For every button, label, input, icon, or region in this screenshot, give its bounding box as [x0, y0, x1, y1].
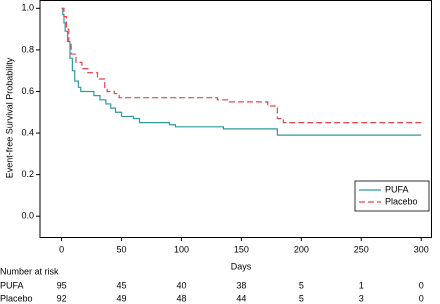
legend-label: PUFA: [385, 184, 409, 194]
x-tick-label: 50: [117, 244, 127, 254]
plot-frame: [39, 0, 432, 238]
survival-curve: [61, 7, 422, 124]
legend-label: Placebo: [385, 196, 418, 206]
y-axis-label: Event-free Survival Probability: [4, 57, 14, 178]
x-tick-label: 0: [59, 244, 64, 254]
risk-value: 48: [176, 293, 186, 303]
risk-value: 3: [359, 293, 364, 303]
x-tick-label: 150: [234, 244, 249, 254]
risk-value: 0: [419, 293, 424, 303]
risk-value: 49: [117, 293, 127, 303]
risk-row-label: PUFA: [0, 280, 24, 290]
risk-row-label: Placebo: [0, 293, 33, 303]
risk-title: Number at risk: [0, 266, 59, 276]
risk-value: 0: [419, 280, 424, 290]
y-tick-label: 1.0: [21, 3, 34, 13]
risk-value: 40: [176, 280, 186, 290]
legend-box: [354, 180, 430, 212]
y-tick-label: 0.2: [21, 169, 34, 179]
risk-value: 92: [57, 293, 67, 303]
risk-value: 44: [236, 293, 246, 303]
y-tick-label: 0.0: [21, 211, 34, 221]
x-tick-label: 300: [414, 244, 429, 254]
y-tick-label: 0.8: [21, 44, 34, 54]
risk-value: 45: [117, 280, 127, 290]
risk-value: 5: [299, 280, 304, 290]
risk-value: 1: [359, 280, 364, 290]
y-tick-label: 0.4: [21, 127, 34, 137]
x-axis-label: Days: [231, 261, 252, 271]
risk-value: 38: [236, 280, 246, 290]
x-tick-label: 250: [354, 244, 369, 254]
x-tick-label: 100: [174, 244, 189, 254]
risk-value: 5: [299, 293, 304, 303]
risk-value: 95: [57, 280, 67, 290]
x-tick-label: 200: [294, 244, 309, 254]
y-tick-label: 0.6: [21, 86, 34, 96]
survival-curve: [61, 7, 422, 136]
